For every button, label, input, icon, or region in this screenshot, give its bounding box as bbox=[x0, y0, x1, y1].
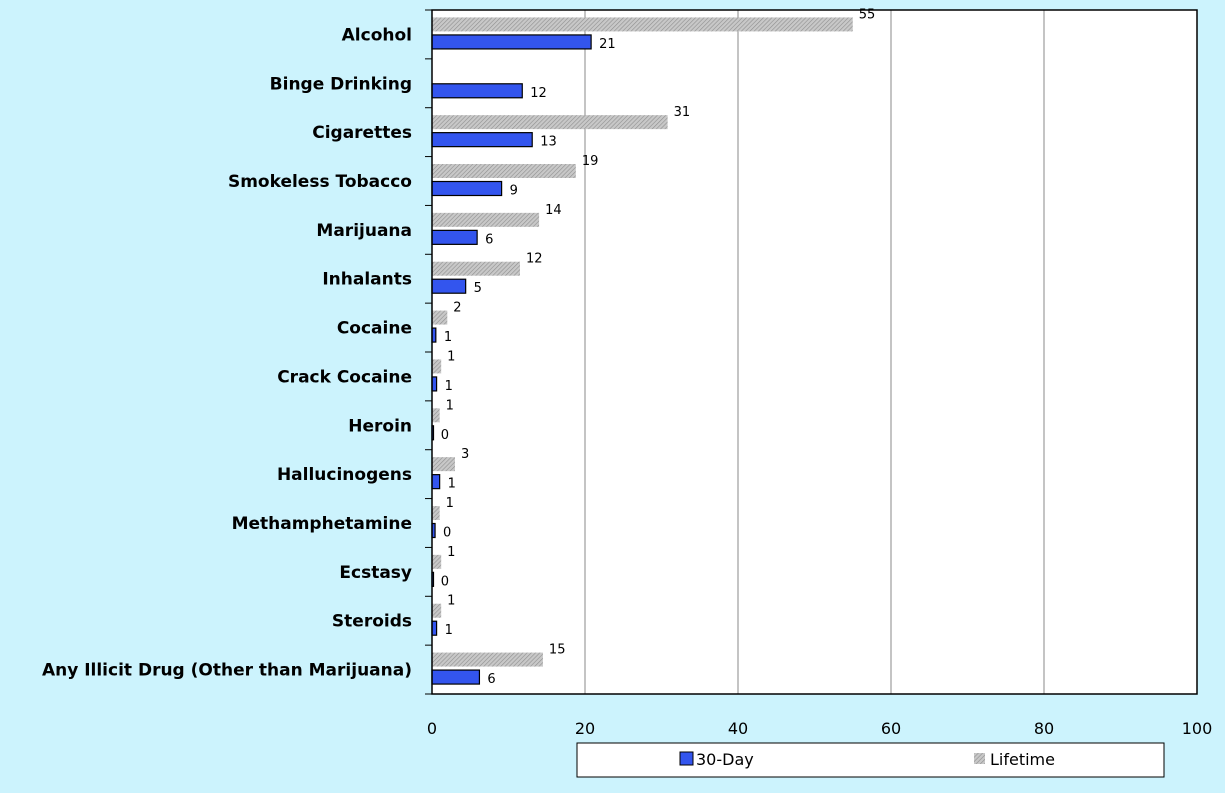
bar-lifetime-inhalants bbox=[432, 261, 520, 276]
bar-30-day-cigarettes bbox=[431, 132, 533, 148]
category-label-inhalants: Inhalants bbox=[322, 270, 412, 290]
data-label-lifetime: 2 bbox=[453, 301, 461, 316]
x-tick-label: 60 bbox=[881, 719, 901, 738]
legend-box bbox=[576, 742, 1165, 778]
legend-swatch-30-day bbox=[679, 751, 694, 766]
legend-swatch-lifetime bbox=[974, 753, 985, 764]
data-label-lifetime: 1 bbox=[446, 398, 454, 413]
category-label-marijuana: Marijuana bbox=[316, 221, 412, 241]
bar-30-day-inhalants bbox=[431, 278, 467, 294]
data-label-30-day: 6 bbox=[487, 672, 495, 687]
data-label-lifetime: 1 bbox=[447, 349, 455, 364]
data-label-lifetime: 55 bbox=[859, 7, 876, 22]
x-tick-label: 20 bbox=[575, 719, 595, 738]
category-label-any-illicit-drug-other-than-marijuana: Any Illicit Drug (Other than Marijuana) bbox=[42, 661, 412, 681]
data-label-lifetime: 1 bbox=[447, 594, 455, 609]
bar-30-day-alcohol bbox=[431, 34, 592, 50]
bar-lifetime-ecstasy bbox=[432, 554, 442, 569]
data-label-30-day: 0 bbox=[441, 428, 449, 443]
bar-lifetime-crack-cocaine bbox=[432, 359, 442, 374]
category-label-cocaine: Cocaine bbox=[337, 319, 412, 339]
bar-lifetime-steroids bbox=[432, 603, 442, 618]
data-label-30-day: 9 bbox=[510, 184, 518, 199]
data-label-lifetime: 12 bbox=[526, 252, 543, 267]
data-label-lifetime: 19 bbox=[582, 154, 599, 169]
x-tick-label: 40 bbox=[728, 719, 748, 738]
x-tick-label: 80 bbox=[1034, 719, 1054, 738]
category-label-methamphetamine: Methamphetamine bbox=[232, 514, 412, 534]
legend-label-lifetime: Lifetime bbox=[990, 750, 1055, 769]
category-label-alcohol: Alcohol bbox=[342, 25, 412, 45]
legend: 30-Day Lifetime bbox=[576, 742, 1165, 778]
bar-lifetime-heroin bbox=[432, 408, 440, 423]
data-label-lifetime: 31 bbox=[674, 105, 691, 120]
data-label-lifetime: 3 bbox=[461, 447, 469, 462]
data-label-30-day: 1 bbox=[444, 330, 452, 345]
data-label-lifetime: 14 bbox=[545, 203, 562, 218]
plot-area bbox=[432, 10, 1197, 694]
bar-30-day-smokeless-tobacco bbox=[431, 180, 503, 197]
data-label-lifetime: 1 bbox=[447, 545, 455, 560]
category-label-binge-drinking: Binge Drinking bbox=[270, 74, 412, 94]
bar-lifetime-smokeless-tobacco bbox=[432, 164, 576, 178]
data-label-30-day: 0 bbox=[441, 574, 449, 589]
x-tick-label: 0 bbox=[427, 719, 437, 738]
category-label-smokeless-tobacco: Smokeless Tobacco bbox=[228, 172, 412, 192]
data-label-30-day: 1 bbox=[445, 623, 453, 638]
bar-lifetime-marijuana bbox=[432, 212, 540, 227]
data-label-lifetime: 1 bbox=[446, 496, 454, 511]
data-label-30-day: 13 bbox=[540, 135, 557, 150]
data-label-30-day: 12 bbox=[530, 86, 547, 101]
bar-lifetime-cigarettes bbox=[432, 115, 668, 130]
bar-30-day-hallucinogens bbox=[431, 474, 441, 490]
category-label-heroin: Heroin bbox=[348, 416, 412, 436]
data-label-30-day: 6 bbox=[485, 232, 493, 247]
bar-lifetime-cocaine bbox=[432, 310, 448, 325]
category-label-cigarettes: Cigarettes bbox=[312, 123, 412, 143]
x-tick-label: 100 bbox=[1182, 719, 1213, 738]
legend-label-30-day: 30-Day bbox=[696, 750, 754, 769]
data-label-30-day: 0 bbox=[443, 526, 451, 541]
category-label-hallucinogens: Hallucinogens bbox=[277, 465, 412, 485]
bar-lifetime-hallucinogens bbox=[432, 457, 455, 472]
bar-30-day-binge-drinking bbox=[431, 83, 523, 99]
category-label-crack-cocaine: Crack Cocaine bbox=[277, 367, 412, 387]
bar-30-day-any-illicit-drug-other-than-marijuana bbox=[431, 669, 481, 685]
data-label-30-day: 1 bbox=[448, 477, 456, 492]
data-label-30-day: 21 bbox=[599, 37, 616, 52]
data-label-lifetime: 15 bbox=[549, 643, 566, 658]
data-label-30-day: 5 bbox=[474, 281, 482, 296]
data-label-30-day: 1 bbox=[445, 379, 453, 394]
bar-lifetime-any-illicit-drug-other-than-marijuana bbox=[432, 652, 543, 667]
category-label-ecstasy: Ecstasy bbox=[339, 563, 412, 583]
bar-lifetime-methamphetamine bbox=[432, 506, 440, 520]
category-label-steroids: Steroids bbox=[332, 612, 412, 632]
bar-30-day-marijuana bbox=[431, 229, 478, 245]
bar-lifetime-alcohol bbox=[432, 17, 853, 32]
